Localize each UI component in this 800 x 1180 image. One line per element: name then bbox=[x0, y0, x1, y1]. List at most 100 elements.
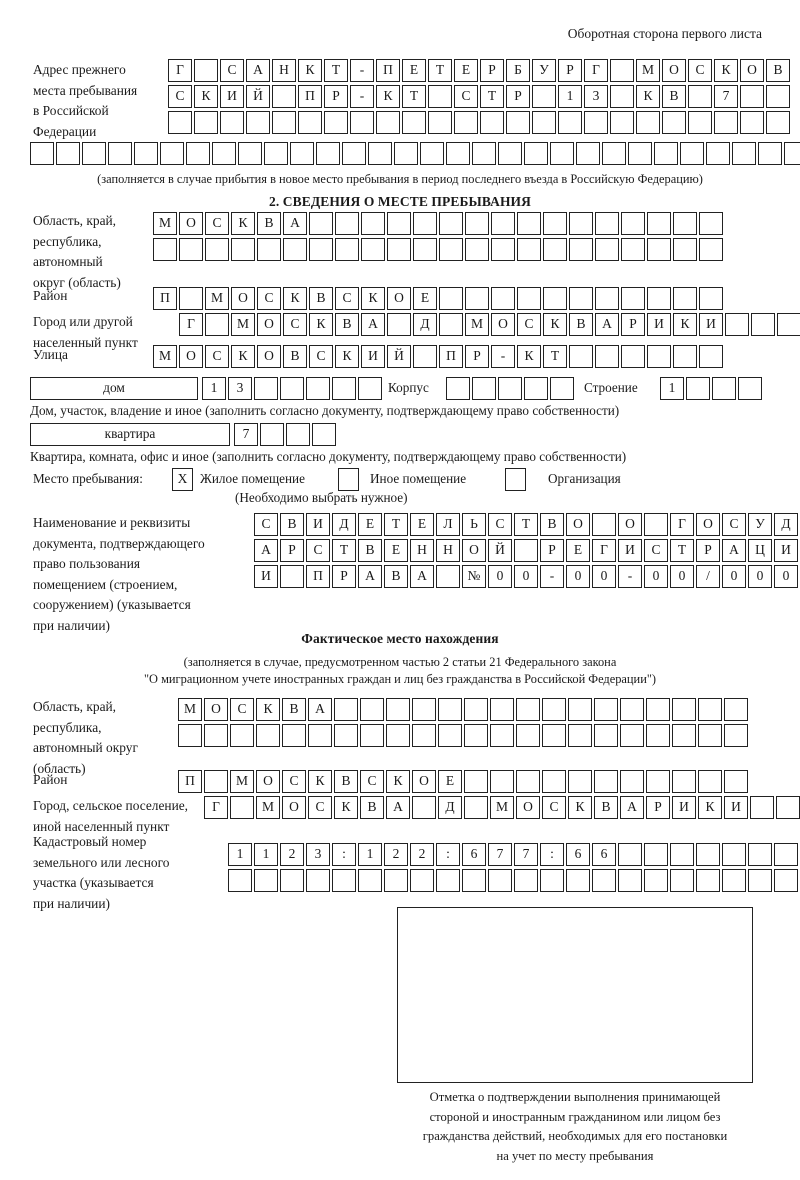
char-cell[interactable]: Т bbox=[332, 539, 356, 562]
char-cell[interactable]: И bbox=[361, 345, 385, 368]
char-cell[interactable] bbox=[673, 212, 697, 235]
char-cell[interactable]: О bbox=[179, 345, 203, 368]
char-cell[interactable] bbox=[332, 377, 356, 400]
section2-region-row-2[interactable] bbox=[153, 238, 723, 261]
char-cell[interactable] bbox=[740, 85, 764, 108]
char-cell[interactable]: Т bbox=[324, 59, 348, 82]
char-cell[interactable]: И bbox=[774, 539, 798, 562]
char-cell[interactable]: 2 bbox=[384, 843, 408, 866]
char-cell[interactable] bbox=[724, 724, 748, 747]
char-cell[interactable]: Р bbox=[280, 539, 304, 562]
char-cell[interactable] bbox=[698, 698, 722, 721]
char-cell[interactable] bbox=[490, 770, 514, 793]
char-cell[interactable] bbox=[361, 212, 385, 235]
char-cell[interactable]: Р bbox=[558, 59, 582, 82]
char-cell[interactable]: К bbox=[714, 59, 738, 82]
char-cell[interactable] bbox=[610, 59, 634, 82]
char-cell[interactable]: 3 bbox=[306, 843, 330, 866]
char-cell[interactable] bbox=[550, 377, 574, 400]
char-cell[interactable]: 0 bbox=[592, 565, 616, 588]
char-cell[interactable]: 7 bbox=[514, 843, 538, 866]
char-cell[interactable] bbox=[542, 724, 566, 747]
char-cell[interactable]: О bbox=[257, 345, 281, 368]
char-cell[interactable] bbox=[568, 698, 592, 721]
char-cell[interactable]: В bbox=[384, 565, 408, 588]
char-cell[interactable]: Е bbox=[384, 539, 408, 562]
char-cell[interactable]: П bbox=[298, 85, 322, 108]
char-cell[interactable] bbox=[413, 212, 437, 235]
stroenie-cells[interactable]: 1 bbox=[660, 377, 762, 400]
actual-region-row-2[interactable] bbox=[178, 724, 748, 747]
char-cell[interactable]: О bbox=[566, 513, 590, 536]
char-cell[interactable]: Д bbox=[438, 796, 462, 819]
char-cell[interactable] bbox=[436, 869, 460, 892]
char-cell[interactable]: С bbox=[542, 796, 566, 819]
char-cell[interactable]: Г bbox=[168, 59, 192, 82]
char-cell[interactable]: И bbox=[618, 539, 642, 562]
char-cell[interactable] bbox=[480, 111, 504, 134]
char-cell[interactable] bbox=[490, 724, 514, 747]
char-cell[interactable]: 6 bbox=[592, 843, 616, 866]
char-cell[interactable]: С bbox=[283, 313, 307, 336]
char-cell[interactable]: А bbox=[246, 59, 270, 82]
char-cell[interactable]: С bbox=[517, 313, 541, 336]
char-cell[interactable] bbox=[264, 142, 288, 165]
char-cell[interactable]: Т bbox=[480, 85, 504, 108]
char-cell[interactable]: 1 bbox=[358, 843, 382, 866]
char-cell[interactable] bbox=[672, 698, 696, 721]
char-cell[interactable] bbox=[514, 539, 538, 562]
char-cell[interactable] bbox=[620, 724, 644, 747]
char-cell[interactable]: К bbox=[298, 59, 322, 82]
char-cell[interactable]: О bbox=[491, 313, 515, 336]
char-cell[interactable]: Т bbox=[428, 59, 452, 82]
char-cell[interactable] bbox=[688, 85, 712, 108]
char-cell[interactable]: К bbox=[231, 212, 255, 235]
char-cell[interactable] bbox=[30, 142, 54, 165]
char-cell[interactable]: 0 bbox=[488, 565, 512, 588]
char-cell[interactable]: О bbox=[618, 513, 642, 536]
char-cell[interactable]: : bbox=[332, 843, 356, 866]
char-cell[interactable] bbox=[231, 238, 255, 261]
char-cell[interactable]: О bbox=[257, 313, 281, 336]
char-cell[interactable] bbox=[428, 85, 452, 108]
char-cell[interactable] bbox=[228, 869, 252, 892]
char-cell[interactable] bbox=[309, 238, 333, 261]
char-cell[interactable] bbox=[774, 843, 798, 866]
char-cell[interactable]: 1 bbox=[254, 843, 278, 866]
char-cell[interactable] bbox=[179, 287, 203, 310]
char-cell[interactable]: О bbox=[516, 796, 540, 819]
char-cell[interactable]: К bbox=[543, 313, 567, 336]
char-cell[interactable] bbox=[439, 313, 463, 336]
char-cell[interactable] bbox=[312, 423, 336, 446]
char-cell[interactable] bbox=[387, 212, 411, 235]
char-cell[interactable]: М bbox=[178, 698, 202, 721]
char-cell[interactable]: К bbox=[335, 345, 359, 368]
char-cell[interactable] bbox=[722, 869, 746, 892]
char-cell[interactable] bbox=[394, 142, 418, 165]
char-cell[interactable] bbox=[644, 513, 668, 536]
char-cell[interactable] bbox=[412, 724, 436, 747]
char-cell[interactable] bbox=[751, 313, 775, 336]
char-cell[interactable] bbox=[647, 345, 671, 368]
char-cell[interactable] bbox=[335, 212, 359, 235]
char-cell[interactable]: Л bbox=[436, 513, 460, 536]
checkbox-residential[interactable]: X bbox=[172, 468, 193, 491]
char-cell[interactable] bbox=[699, 345, 723, 368]
char-cell[interactable]: П bbox=[178, 770, 202, 793]
char-cell[interactable]: 0 bbox=[514, 565, 538, 588]
char-cell[interactable]: 7 bbox=[488, 843, 512, 866]
char-cell[interactable] bbox=[621, 212, 645, 235]
char-cell[interactable]: - bbox=[618, 565, 642, 588]
char-cell[interactable] bbox=[360, 724, 384, 747]
char-cell[interactable]: С bbox=[168, 85, 192, 108]
flat-number-cells[interactable]: 7 bbox=[234, 423, 336, 446]
char-cell[interactable]: С bbox=[205, 212, 229, 235]
char-cell[interactable]: Д bbox=[774, 513, 798, 536]
char-cell[interactable] bbox=[350, 111, 374, 134]
char-cell[interactable] bbox=[491, 238, 515, 261]
char-cell[interactable] bbox=[592, 513, 616, 536]
